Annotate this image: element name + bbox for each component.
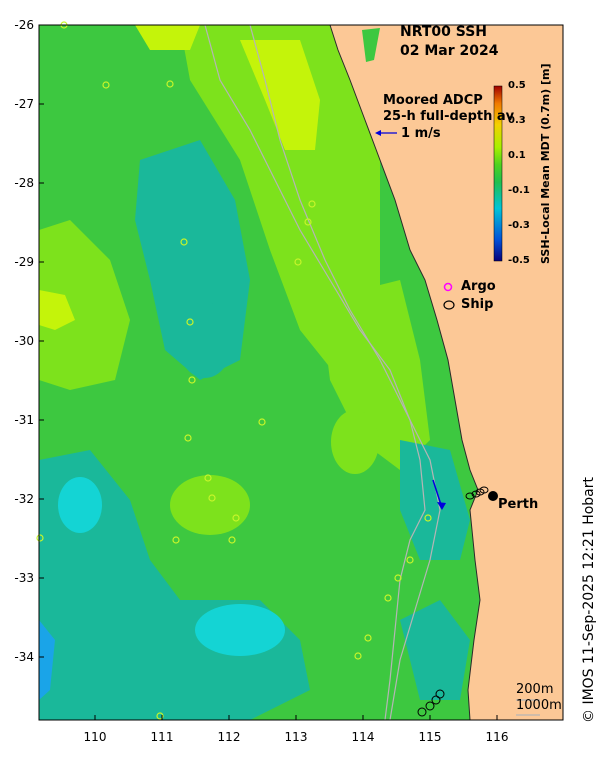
adcp-sublabel: 25-h full-depth av [383, 109, 515, 124]
ssh-contour-light-west [39, 220, 130, 390]
perth-label: Perth [498, 497, 539, 512]
y-tick-label: -27 [14, 97, 34, 111]
colorbar-tick: -0.5 [508, 255, 530, 266]
colorbar-tick: -0.1 [508, 185, 530, 196]
x-tick-label: 114 [351, 730, 375, 744]
ssh-contour-lowest-south [195, 604, 285, 656]
x-tick-label: 111 [150, 730, 174, 744]
y-tick-label: -34 [14, 650, 34, 664]
ssh-contour-eddy-central [170, 475, 250, 535]
isobath-1000m [249, 24, 441, 721]
y-tick-label: -31 [14, 413, 34, 427]
ssh-contour-high-west [39, 290, 75, 330]
imos-credit: © IMOS 11-Sep-2025 12:21 Hobart [581, 477, 597, 723]
y-tick-label: -28 [14, 176, 34, 190]
x-tick-label: 112 [217, 730, 241, 744]
isobath-200m-label: 200m [516, 682, 554, 697]
y-tick-label: -32 [14, 492, 34, 506]
y-tick-label: -30 [14, 334, 34, 348]
ship-track-perth [465, 486, 489, 500]
ssh-contour-shelf-east [331, 410, 379, 474]
argo-legend-label: Argo [461, 279, 496, 294]
axis-tick-marks [39, 103, 498, 720]
ssh-contour-lowest-mid [177, 302, 233, 378]
colorbar-tick: 0.5 [508, 80, 526, 91]
ssh-contour-high-northwest [135, 25, 200, 50]
ship-legend-label: Ship [461, 297, 494, 312]
ssh-contour-low-shelf-south [400, 600, 470, 700]
ssh-contour-light-north [180, 25, 380, 380]
x-tick-label: 113 [284, 730, 308, 744]
y-tick-label: -29 [14, 255, 34, 269]
adcp-scale-arrow-head [375, 130, 381, 136]
adcp-label: Moored ADCP [383, 93, 483, 108]
ssh-contour-low-southeast [400, 440, 470, 560]
isobath-200m [204, 24, 426, 721]
map-date: 02 Mar 2024 [400, 43, 499, 59]
isobath-1000m-label: 1000m [516, 698, 562, 713]
land-mass [330, 25, 563, 720]
argo-markers [36, 21, 432, 720]
ssh-contour-light-shelf [320, 280, 430, 470]
colorbar-label: SSH-Local Mean MDT (0.7m) [m] [539, 63, 552, 264]
ssh-contour-lowest-west [58, 477, 102, 533]
y-tick-label: -26 [14, 18, 34, 32]
colorbar [493, 85, 503, 262]
ssh-contour-lowest-corner [39, 620, 55, 700]
adcp-scale-label: 1 m/s [401, 126, 441, 141]
x-tick-label: 110 [83, 730, 107, 744]
colorbar-tick: -0.3 [508, 220, 530, 231]
ship-legend-symbol [443, 300, 455, 310]
perth-marker [488, 491, 498, 501]
ship-track-south [417, 689, 445, 717]
coastline [329, 24, 481, 721]
adcp-vector-head [437, 502, 446, 510]
y-tick-label: -33 [14, 571, 34, 585]
argo-legend-symbol [443, 282, 453, 292]
x-tick-label: 115 [418, 730, 442, 744]
map-frame [38, 24, 564, 721]
island-north [362, 28, 380, 62]
colorbar-tick: 0.3 [508, 115, 526, 126]
ssh-contour-high-north [240, 40, 320, 150]
map-title: NRT00 SSH [400, 24, 488, 40]
colorbar-tick: 0.1 [508, 150, 526, 161]
x-tick-label: 116 [485, 730, 509, 744]
